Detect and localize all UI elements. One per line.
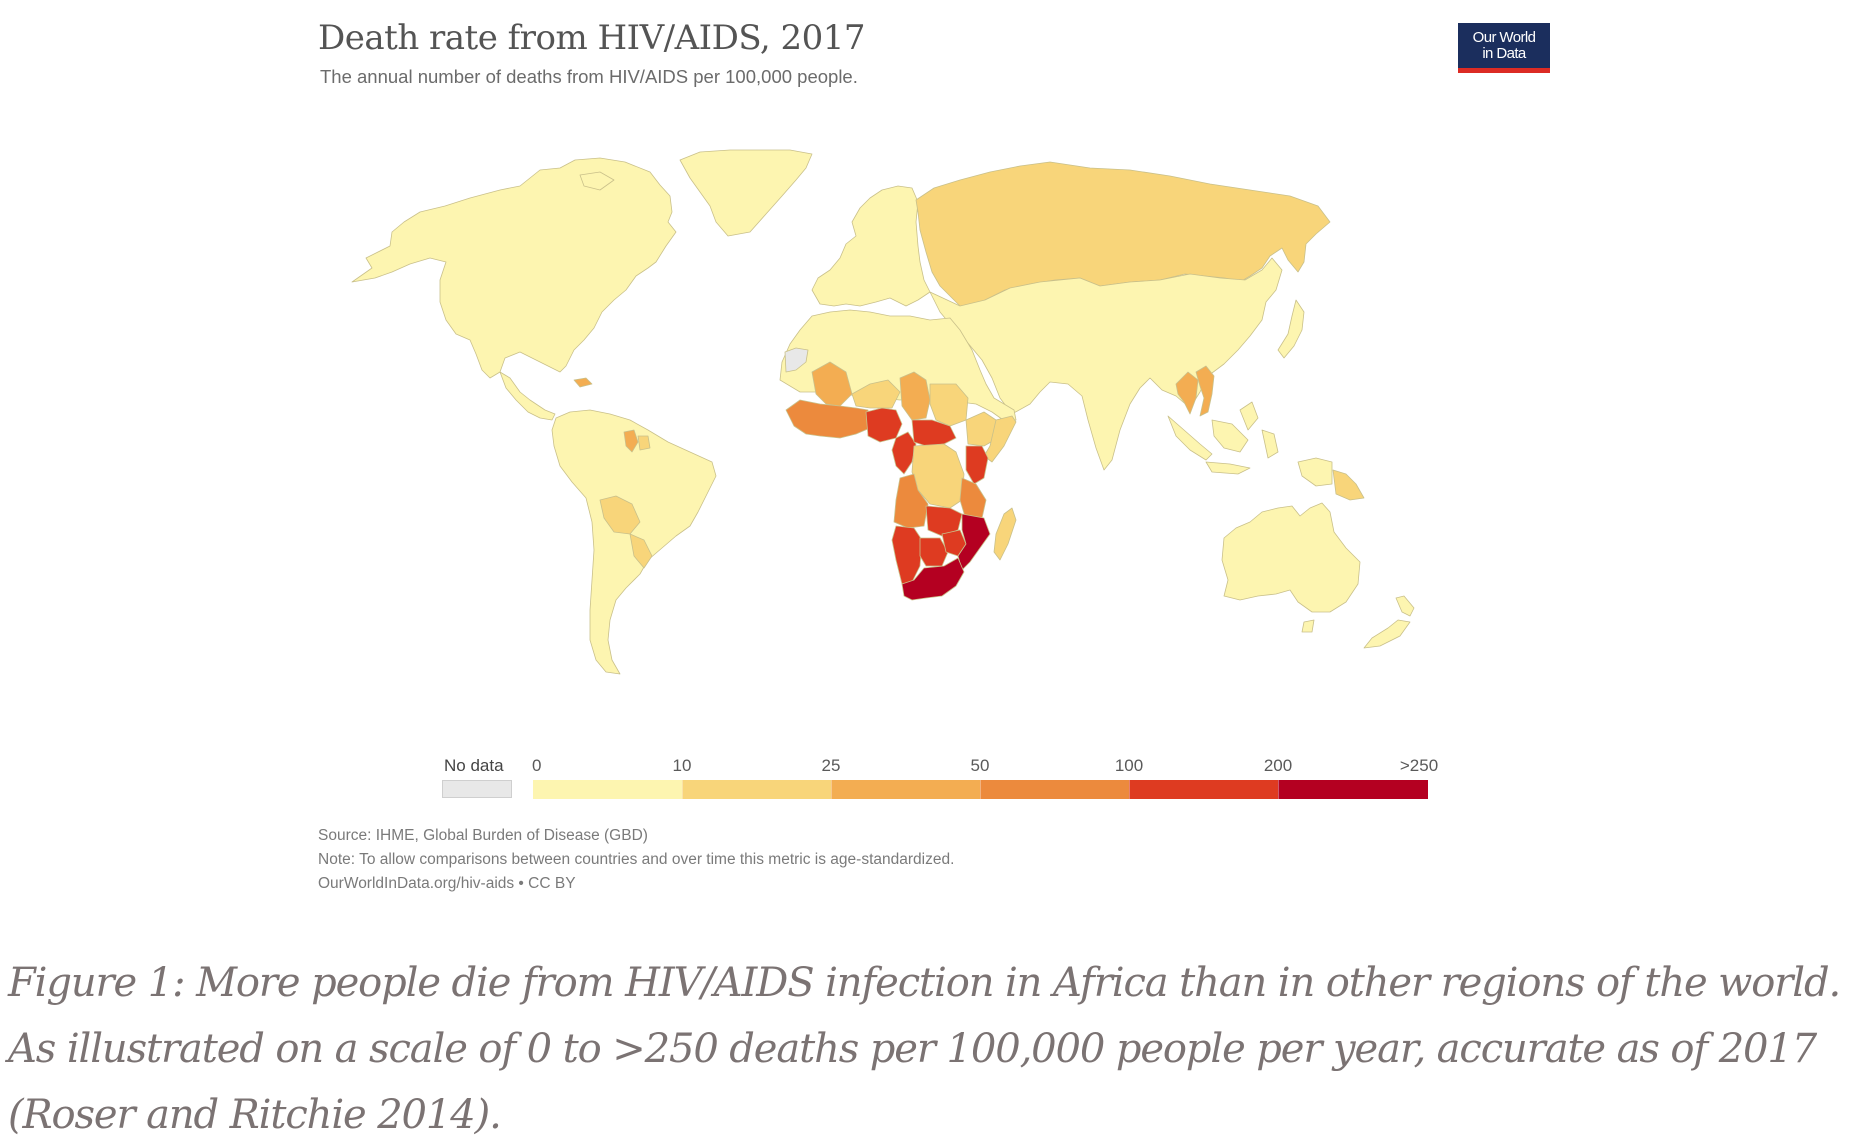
region-paraguay[interactable] bbox=[629, 533, 653, 569]
region-central-african-republic[interactable] bbox=[911, 419, 957, 447]
legend-bin-200-250+[interactable] bbox=[1278, 780, 1428, 799]
region-vietnam[interactable] bbox=[1195, 365, 1215, 417]
region-new-zealand[interactable] bbox=[1363, 595, 1415, 649]
region-australia[interactable] bbox=[1221, 502, 1361, 633]
region-kenya[interactable] bbox=[965, 445, 989, 485]
region-nigeria[interactable] bbox=[865, 407, 903, 443]
region-central-america[interactable] bbox=[499, 371, 556, 421]
region-mali[interactable] bbox=[811, 361, 853, 407]
region-tanzania[interactable] bbox=[959, 477, 987, 521]
region-mozambique[interactable] bbox=[957, 513, 991, 571]
figure-caption: Figure 1: More people die from HIV/AIDS … bbox=[8, 960, 1841, 1138]
region-niger[interactable] bbox=[851, 379, 901, 409]
chart-subtitle: The annual number of deaths from HIV/AID… bbox=[320, 66, 858, 87]
chart-notes: Source: IHME, Global Burden of Disease (… bbox=[318, 824, 954, 896]
legend-break-label: 50 bbox=[970, 756, 990, 775]
owid-logo[interactable]: Our World in Data bbox=[1458, 23, 1550, 73]
legend-break-label: 100 bbox=[1114, 756, 1144, 775]
legend-bin-25-50[interactable] bbox=[831, 780, 981, 799]
legend-no-data-label: No data bbox=[444, 756, 504, 775]
region-papua-new-guinea[interactable] bbox=[1332, 469, 1365, 501]
legend-bin-100-200[interactable] bbox=[1129, 780, 1279, 799]
region-north-america[interactable] bbox=[351, 157, 677, 379]
legend-break-label: >250 bbox=[1399, 756, 1439, 775]
region-south-africa[interactable] bbox=[901, 557, 965, 601]
world-map[interactable] bbox=[300, 110, 1600, 710]
legend-break-label: 0 bbox=[532, 756, 542, 775]
region-somalia[interactable] bbox=[983, 415, 1017, 463]
legend-bin-0-10[interactable] bbox=[533, 780, 682, 799]
region-western-sahara[interactable] bbox=[784, 347, 809, 373]
region-guyana[interactable] bbox=[623, 429, 639, 453]
region-thailand[interactable] bbox=[1175, 371, 1199, 415]
note-text: Note: To allow comparisons between count… bbox=[318, 851, 955, 868]
chart-title: Death rate from HIV/AIDS, 2017 bbox=[318, 18, 866, 58]
legend-bin-50-100[interactable] bbox=[980, 780, 1130, 799]
region-greenland[interactable] bbox=[679, 149, 813, 237]
legend: No data 0 10 25 50 100 200 >250 bbox=[442, 756, 1439, 799]
legend-no-data-swatch[interactable] bbox=[442, 780, 512, 798]
region-madagascar[interactable] bbox=[993, 507, 1017, 561]
region-angola[interactable] bbox=[893, 473, 929, 529]
logo-line-2: in Data bbox=[1482, 44, 1526, 62]
region-chad[interactable] bbox=[899, 371, 931, 421]
region-zambia[interactable] bbox=[925, 505, 963, 537]
url-text[interactable]: OurWorldInData.org/hiv-aids • CC BY bbox=[318, 875, 576, 892]
region-cameroon[interactable] bbox=[891, 431, 917, 475]
legend-bin-10-25[interactable] bbox=[682, 780, 832, 799]
legend-break-label: 200 bbox=[1263, 756, 1293, 775]
region-bolivia[interactable] bbox=[599, 495, 641, 535]
region-sudan[interactable] bbox=[929, 383, 969, 427]
logo-line-1: Our World bbox=[1472, 28, 1536, 46]
legend-break-label: 25 bbox=[821, 756, 841, 775]
source-text: Source: IHME, Global Burden of Disease (… bbox=[318, 827, 648, 844]
region-europe[interactable] bbox=[811, 185, 931, 307]
region-haiti[interactable] bbox=[573, 377, 593, 388]
legend-break-label: 10 bbox=[672, 756, 692, 775]
region-suriname[interactable] bbox=[637, 435, 651, 451]
region-asia[interactable] bbox=[929, 257, 1333, 487]
